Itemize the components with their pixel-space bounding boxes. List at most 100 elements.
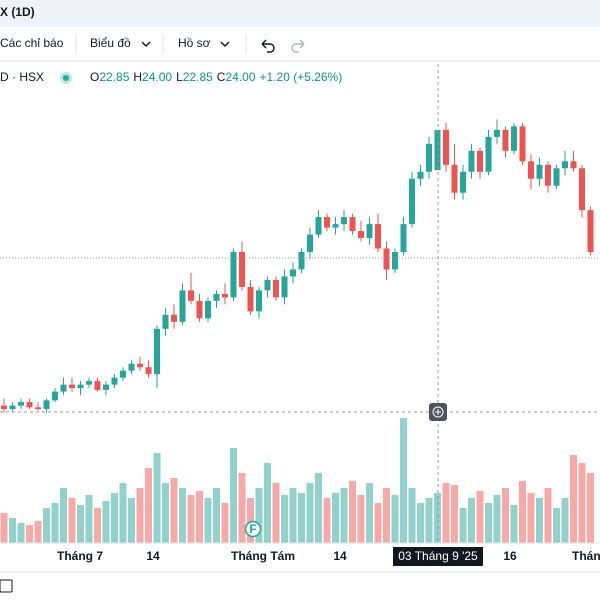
ohlc-label: O: [90, 70, 99, 84]
candle-body: [35, 407, 41, 410]
volume-bar: [349, 481, 356, 543]
candle-body: [570, 161, 577, 169]
ohlc-value: 24.00: [142, 70, 172, 84]
candle-body: [26, 402, 33, 408]
volume-bar: [578, 463, 586, 543]
volume-bar: [238, 473, 246, 543]
volume-bar: [85, 495, 93, 543]
volume-bar: [289, 488, 297, 543]
time-label: 14: [333, 549, 347, 563]
candle-body: [77, 384, 84, 389]
candle-body: [171, 314, 177, 322]
candle-body: [188, 290, 194, 301]
volume-bar: [400, 418, 407, 543]
candle-body: [579, 168, 585, 211]
volume-bar: [34, 521, 42, 543]
candle-body: [273, 279, 279, 298]
plus-icon: [435, 409, 441, 415]
volume-bar: [519, 481, 526, 543]
volume-bar: [468, 498, 475, 543]
volume-bar: [332, 493, 339, 543]
candle-body: [145, 367, 152, 375]
candle-body: [307, 234, 313, 253]
volume-bar: [43, 508, 50, 543]
candle-body: [179, 290, 186, 322]
volume-bar: [128, 498, 135, 543]
volume-bar: [561, 498, 569, 543]
candle-body: [94, 381, 101, 390]
candle-body: [332, 224, 339, 228]
volume-bar: [493, 495, 501, 543]
candle-body: [400, 224, 407, 253]
volume-bar: [527, 493, 535, 543]
event-icon: F: [249, 522, 256, 536]
candle-body: [213, 293, 220, 301]
candle-body: [43, 400, 50, 410]
candle-body: [247, 286, 254, 312]
candle-body: [103, 384, 109, 390]
volume-bar: [553, 508, 560, 543]
candle-body: [366, 224, 373, 239]
volume-bar: [136, 488, 144, 543]
volume-bar: [111, 493, 118, 543]
candle-body: [86, 381, 92, 385]
volume-bar: [196, 491, 203, 543]
candle-body: [239, 252, 245, 287]
title-bar: [0, 0, 600, 27]
volume-bar: [502, 488, 509, 543]
volume-bar: [51, 503, 59, 543]
candle-body: [383, 248, 390, 270]
volume-bar: [587, 473, 594, 543]
legend: D · HSX O22.85 H24.00 L22.85 C24.00 +1.20 (+…: [0, 70, 342, 84]
ohlc-value: 22.85: [99, 70, 129, 84]
time-label: 16: [503, 549, 517, 563]
event-marker[interactable]: [244, 520, 262, 538]
candle-body: [52, 391, 58, 401]
candle-body: [349, 217, 356, 232]
candle-body: [230, 252, 237, 298]
ohlc-value: 22.85: [183, 70, 213, 84]
crosshair-date: 03 Tháng 9 '25: [398, 549, 478, 563]
candle-body: [528, 161, 534, 179]
candle-body: [290, 269, 296, 277]
candle-body: [128, 363, 135, 371]
indicators-button[interactable]: Các chỉ báo: [0, 36, 64, 50]
candle-body: [536, 164, 543, 179]
ohlc-label: L: [176, 70, 183, 84]
volume-bar: [26, 525, 33, 543]
redo-button[interactable]: [291, 39, 305, 53]
candle-body: [468, 150, 475, 172]
calendar-icon[interactable]: [0, 579, 13, 593]
chevron: [141, 41, 151, 47]
candle-body: [196, 300, 203, 319]
volume-bar: [255, 488, 263, 543]
candle-body: [502, 129, 509, 151]
volume-bar: [187, 495, 195, 543]
candle-body: [18, 402, 24, 406]
volume-bar: [570, 455, 577, 543]
volume-bar: [179, 488, 186, 543]
candle-body: [264, 279, 271, 291]
volume-bar: [408, 488, 416, 543]
candle-body: [120, 370, 126, 378]
candle-body: [511, 126, 517, 151]
volume-bar: [536, 498, 543, 543]
time-label: 14: [146, 549, 160, 563]
profile-button[interactable]: Hồ sơ: [178, 36, 211, 50]
chart-type-button[interactable]: Biểu đồ: [90, 36, 131, 50]
candle-body: [205, 300, 211, 319]
volume-bar: [374, 503, 382, 543]
window-title: X (1D): [0, 5, 35, 19]
candle-body: [519, 126, 526, 162]
volume-bar: [485, 503, 492, 543]
status-dot: [60, 72, 72, 84]
candle-body: [256, 290, 262, 312]
candle-body: [494, 129, 500, 137]
volume-bar: [391, 495, 399, 543]
undo-button[interactable]: [261, 39, 275, 53]
candle-body: [553, 168, 560, 186]
volume-bar: [221, 503, 229, 543]
volume-bar: [306, 483, 314, 543]
plus-icon: [432, 406, 444, 418]
